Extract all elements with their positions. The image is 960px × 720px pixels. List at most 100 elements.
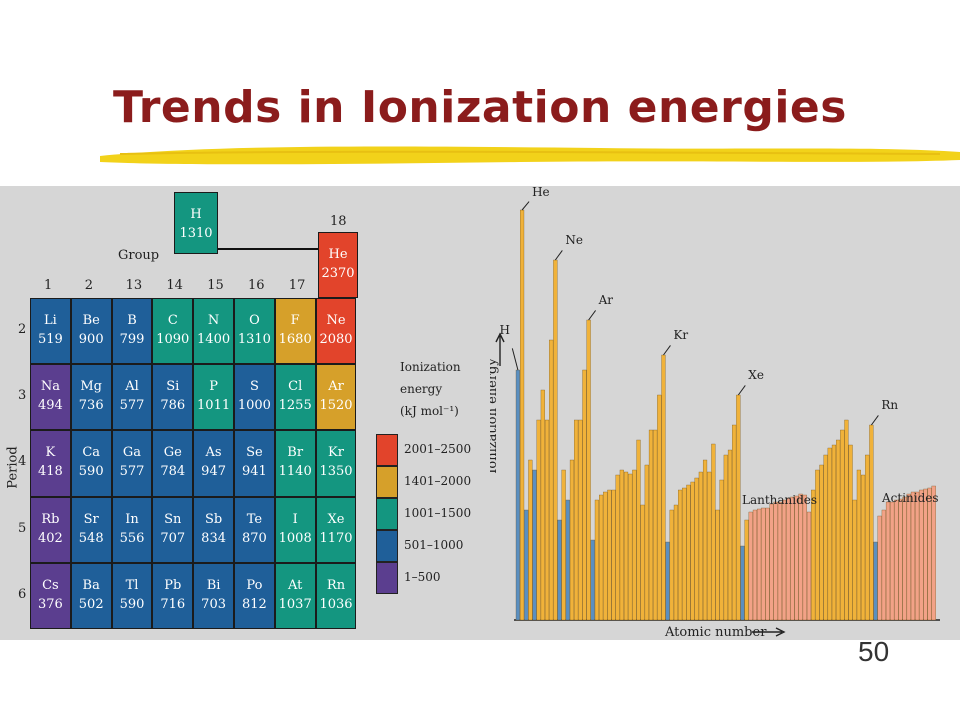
- bar: [536, 419, 541, 621]
- cell-value: 799: [119, 332, 145, 347]
- cell-b: B 799: [111, 298, 153, 365]
- cell-p: P 1011: [193, 364, 234, 431]
- group-number: 1: [44, 278, 53, 293]
- cell-sr: Sr 548: [70, 496, 112, 563]
- cell-ge: Ge 784: [152, 430, 194, 497]
- cell-value: 1520: [319, 398, 353, 414]
- cell-sb: Sb 834: [193, 496, 234, 563]
- bar: [757, 508, 762, 621]
- cell-symbol: I: [292, 511, 298, 527]
- cell-symbol: H: [190, 207, 202, 222]
- cell-symbol: Sr: [83, 511, 99, 527]
- cell-value: 548: [78, 530, 104, 546]
- page-number: 50: [858, 636, 890, 667]
- cell-ar: Ar 1520: [315, 364, 357, 431]
- bar: [582, 369, 587, 621]
- legend-label: 1–500: [404, 570, 441, 584]
- cell-xe: Xe 1170: [315, 496, 357, 563]
- bar: [669, 509, 674, 621]
- bar: [873, 541, 878, 621]
- cell-symbol: Cs: [42, 577, 59, 593]
- bar: [823, 454, 828, 621]
- bar: [927, 487, 932, 621]
- legend-title-3: (kJ mol⁻¹): [400, 404, 459, 418]
- period-number: 5: [18, 520, 27, 536]
- cell-symbol: C: [167, 313, 178, 328]
- cell-symbol: Tl: [125, 577, 139, 593]
- bar: [781, 499, 787, 621]
- cell-symbol: Ne: [326, 313, 346, 328]
- cell-symbol: Rn: [326, 577, 346, 593]
- bar: [827, 447, 832, 621]
- cell-symbol: Ca: [82, 445, 101, 461]
- bar: [798, 493, 803, 621]
- cell-as: As 947: [193, 430, 234, 497]
- leader-line: [737, 385, 746, 396]
- bar: [698, 471, 703, 621]
- bar: [644, 464, 649, 621]
- cell-value: 1140: [278, 464, 312, 480]
- group-number: 14: [166, 278, 183, 293]
- bar: [648, 429, 654, 621]
- leader-line: [511, 348, 519, 371]
- cell-symbol: Pb: [164, 577, 182, 593]
- bar: [885, 501, 891, 621]
- bar: [815, 469, 820, 621]
- bar: [811, 489, 816, 621]
- y-axis-arrow: [495, 332, 505, 366]
- x-axis-arrow: [752, 627, 786, 637]
- cell-symbol: In: [125, 511, 139, 527]
- x-axis-label: Atomic number: [664, 625, 767, 640]
- series-group-label: Actinides: [881, 491, 939, 505]
- cell-symbol: Ga: [122, 445, 142, 461]
- cell-al: Al 577: [111, 364, 153, 431]
- bar: [736, 394, 741, 621]
- bar: [557, 519, 562, 621]
- cell-value: 2080: [319, 332, 353, 347]
- legend-swatch-gold: [376, 466, 398, 498]
- element-annotation: He: [532, 186, 550, 199]
- bar: [665, 541, 670, 621]
- bar: [707, 471, 712, 621]
- cell-symbol: Rb: [41, 511, 60, 527]
- cell-o: O 1310: [234, 298, 275, 365]
- bar: [865, 454, 870, 621]
- bar: [752, 509, 758, 621]
- cell-symbol: Ar: [328, 379, 344, 395]
- bar: [836, 439, 841, 621]
- bar: [902, 496, 907, 621]
- cell-symbol: Ge: [163, 445, 182, 461]
- bar: [540, 389, 545, 621]
- bar: [802, 494, 807, 621]
- bar: [520, 209, 525, 621]
- cell-rn: Rn 1036: [315, 562, 357, 629]
- bar: [819, 464, 824, 621]
- cell-value: 870: [241, 530, 267, 546]
- hydrogen-connector: [218, 248, 318, 250]
- bar: [794, 495, 799, 621]
- period-axis-label: Period: [5, 446, 21, 489]
- element-annotation: Ne: [565, 233, 583, 247]
- cell-symbol: F: [290, 313, 300, 328]
- bar: [915, 491, 920, 621]
- bar: [578, 419, 583, 621]
- bar: [919, 489, 924, 621]
- bar: [515, 369, 520, 621]
- bar: [786, 497, 791, 621]
- bar: [898, 498, 903, 621]
- legend-swatch-blue: [376, 530, 398, 562]
- bar: [894, 499, 899, 621]
- cell-at: At 1037: [274, 562, 316, 629]
- bar: [881, 509, 886, 621]
- bar: [715, 509, 720, 621]
- group-number: 16: [248, 278, 265, 293]
- bar: [673, 504, 678, 621]
- cell-n: N 1400: [193, 298, 234, 365]
- bar: [632, 469, 637, 621]
- bar: [553, 259, 558, 621]
- cell-value: 1011: [197, 398, 231, 414]
- cell-value: 2370: [321, 266, 355, 281]
- bar: [594, 499, 599, 621]
- cell-value: 812: [241, 596, 267, 612]
- cell-value: 1310: [179, 226, 213, 241]
